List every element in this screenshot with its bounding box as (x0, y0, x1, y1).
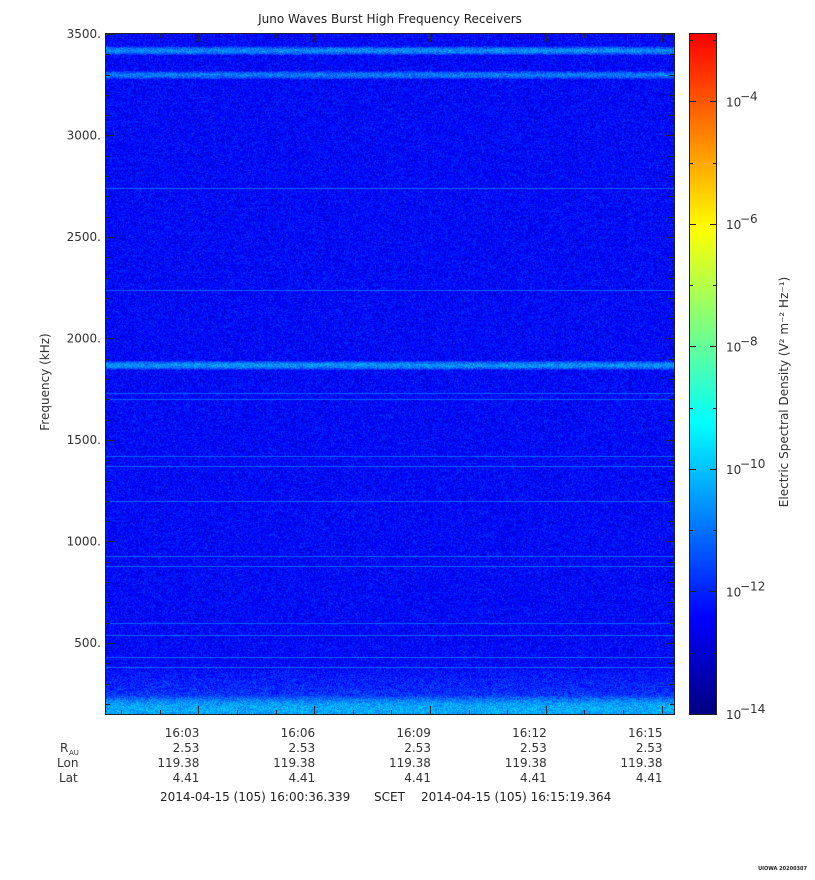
end-time: 2014-04-15 (105) 16:15:19.364 (421, 790, 612, 804)
colorbar-tick-label: 10 (726, 218, 741, 232)
ephemeris-value: 2.53 (520, 741, 547, 755)
colorbar-tick-exponent: −12 (740, 579, 765, 593)
ephemeris-value: 2.53 (404, 741, 431, 755)
colorbar-tick-label: 10 (726, 95, 741, 109)
ephemeris-label-lat: Lat (59, 771, 78, 785)
ephemeris-value: 2.53 (288, 741, 315, 755)
colorbar-tick-exponent: −6 (740, 212, 758, 226)
ephemeris-value: 119.38 (157, 756, 199, 770)
y-tick-label: 2500. (67, 230, 101, 244)
ephemeris-value: 119.38 (273, 756, 315, 770)
colorbar-tick-label: 10 (726, 463, 741, 477)
ephemeris-value: 4.41 (404, 771, 431, 785)
colorbar-tick-exponent: −4 (740, 89, 758, 103)
processing-stamp: UIOWA 20200307 (758, 866, 807, 872)
scet-label: SCET (374, 790, 405, 804)
ephemeris-label-lon: Lon (57, 756, 78, 770)
x-tick-label: 16:15 (628, 726, 663, 740)
start-time: 2014-04-15 (105) 16:00:36.339 (160, 790, 351, 804)
colorbar-tick-exponent: −8 (740, 334, 758, 348)
ephemeris-label-r-sub: AU (69, 749, 79, 757)
x-tick-label: 16:06 (281, 726, 316, 740)
ephemeris-value: 4.41 (520, 771, 547, 785)
ephemeris-value: 2.53 (636, 741, 663, 755)
colorbar-tick-label: 10 (726, 708, 741, 722)
colorbar-label: Electric Spectral Density (V² m⁻² Hz⁻¹) (777, 277, 791, 507)
spectrogram-image (106, 34, 674, 714)
colorbar-tick-label: 10 (726, 340, 741, 354)
y-tick-label: 2000. (67, 331, 101, 345)
ephemeris-value: 4.41 (173, 771, 200, 785)
y-tick-label: 3000. (67, 128, 101, 142)
ephemeris-value: 119.38 (621, 756, 663, 770)
plot-frame (105, 33, 675, 715)
chart-title: Juno Waves Burst High Frequency Receiver… (258, 12, 522, 26)
y-tick-label: 3500. (67, 27, 101, 41)
x-tick-label: 16:03 (165, 726, 200, 740)
y-tick-label: 1500. (67, 433, 101, 447)
ephemeris-value: 4.41 (288, 771, 315, 785)
ephemeris-value: 119.38 (505, 756, 547, 770)
colorbar-tick-label: 10 (726, 585, 741, 599)
y-tick-label: 1000. (67, 534, 101, 548)
colorbar-frame (689, 33, 717, 715)
ephemeris-value: 2.53 (173, 741, 200, 755)
colorbar-gradient (690, 34, 716, 714)
ephemeris-value: 119.38 (389, 756, 431, 770)
x-tick-label: 16:12 (512, 726, 547, 740)
ephemeris-value: 4.41 (636, 771, 663, 785)
colorbar-tick-exponent: −10 (740, 457, 765, 471)
y-axis-label: Frequency (kHz) (38, 333, 52, 430)
ephemeris-label-r: R (60, 741, 68, 755)
y-tick-label: 500. (74, 636, 101, 650)
colorbar-tick-exponent: −14 (740, 702, 765, 716)
x-tick-label: 16:09 (396, 726, 431, 740)
